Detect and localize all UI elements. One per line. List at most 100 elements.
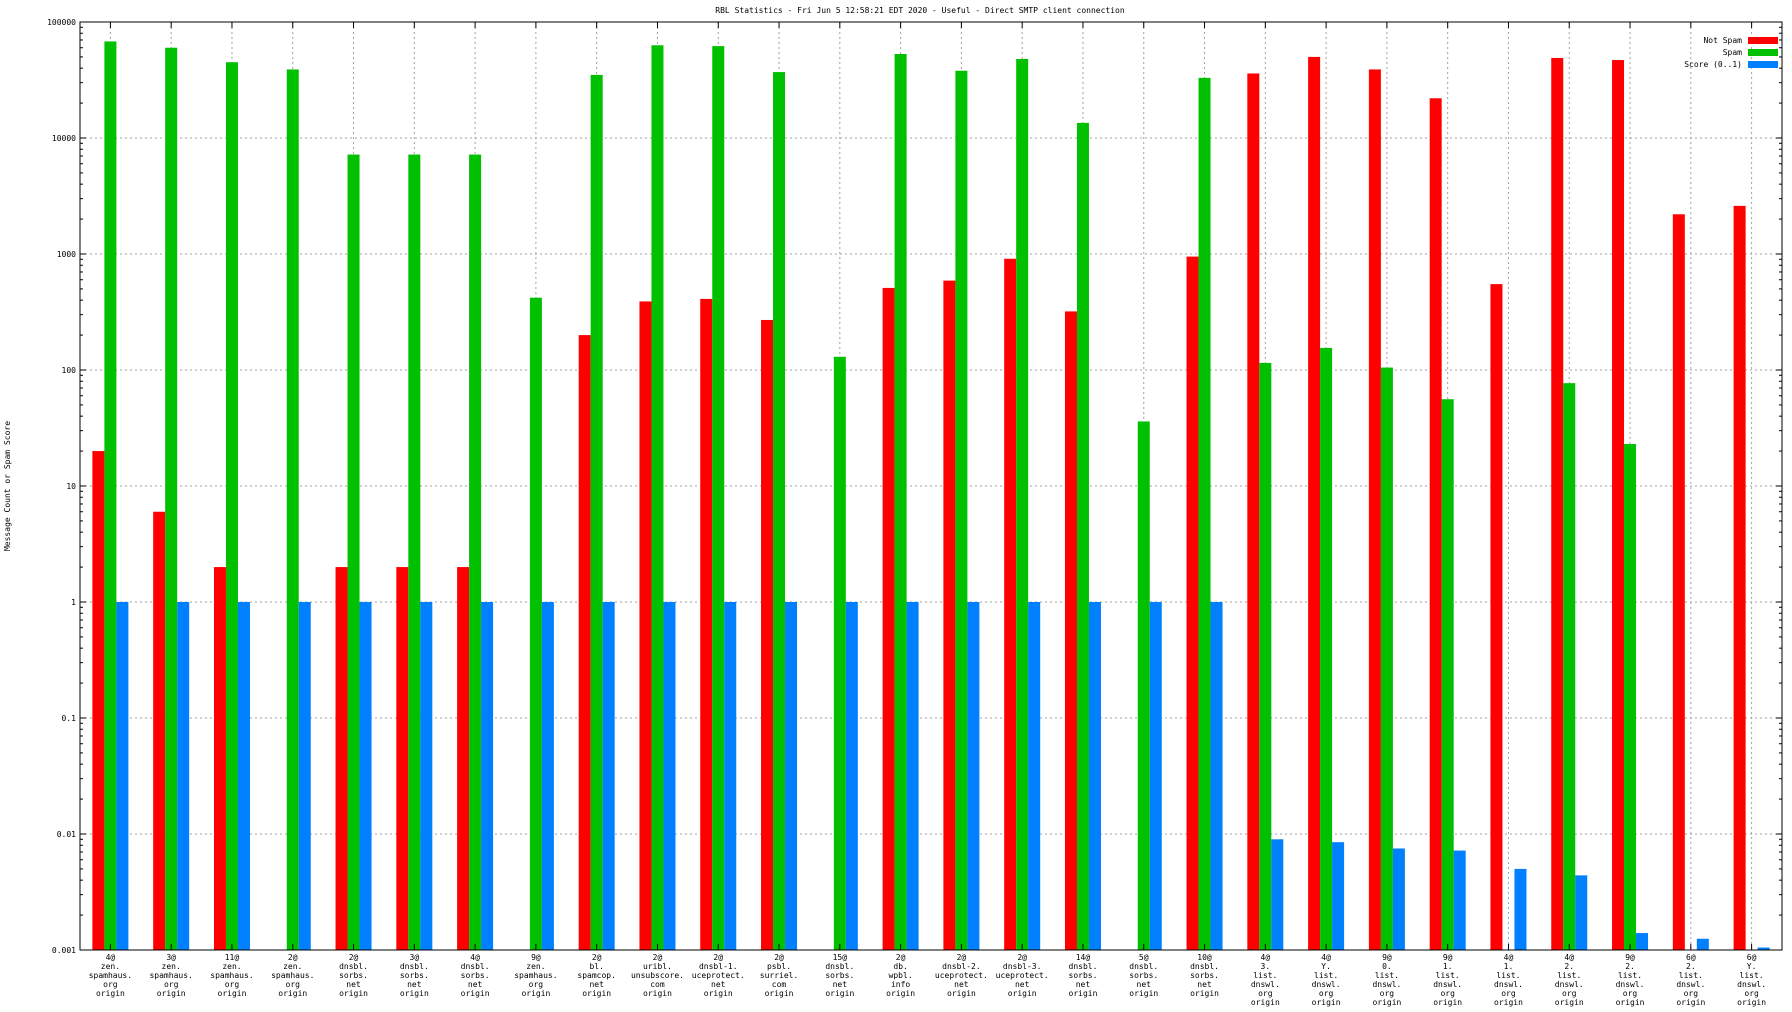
x-tick-label-line: origin — [400, 989, 429, 998]
legend-swatch — [1748, 49, 1778, 56]
x-tick-label-line: origin — [1251, 998, 1280, 1007]
x-tick-label-line: db. — [893, 962, 907, 971]
x-tick-label-line: sorbs. — [400, 971, 429, 980]
x-tick-label-line: origin — [765, 989, 794, 998]
x-tick-label-line: psbl. — [767, 962, 791, 971]
bar — [845, 602, 858, 950]
bar — [1672, 214, 1685, 950]
bar — [153, 511, 166, 950]
x-tick-label-line: dnsbl-2. — [942, 962, 981, 971]
y-tick-label: 1000 — [57, 250, 76, 259]
legend-label: Score (0..1) — [1684, 60, 1742, 69]
y-tick-labels: 0.001 0.01 0.1 1 10 100 1000 10000 100000 — [47, 18, 76, 955]
bar — [882, 287, 895, 950]
y-axis-label: Message Count or Spam Score — [3, 421, 12, 551]
bar — [1733, 205, 1746, 950]
x-tick-label-line: 6@ — [1686, 953, 1696, 962]
bar — [1088, 602, 1101, 950]
x-tick-label-line: org — [529, 980, 544, 989]
bar — [347, 154, 360, 950]
y-tick-label: 0.01 — [57, 830, 76, 839]
x-tick-label-line: list. — [1253, 971, 1277, 980]
y-tick-label: 1 — [71, 598, 76, 607]
x-tick-label-line: net — [954, 980, 969, 989]
x-tick-label-line: 4@ — [1321, 953, 1331, 962]
x-tick-label-line: sorbs. — [1069, 971, 1098, 980]
x-tick-label-line: net — [346, 980, 361, 989]
x-tick-label-line: 4@ — [1261, 953, 1271, 962]
x-tick-label-line: 4@ — [1504, 953, 1514, 962]
x-tick-label-line: origin — [704, 989, 733, 998]
x-tick-label-line: net — [1137, 980, 1152, 989]
x-tick-label-line: dnsbl-3. — [1003, 962, 1042, 971]
x-tick-label-line: origin — [582, 989, 611, 998]
x-tick-label-line: net — [468, 980, 483, 989]
x-tick-label-line: 2@ — [349, 953, 359, 962]
x-tick-label-line: 0. — [1382, 962, 1392, 971]
x-tick-label-line: 2@ — [592, 953, 602, 962]
x-tick-label-line: 14@ — [1076, 953, 1091, 962]
x-tick-label-line: origin — [947, 989, 976, 998]
bar — [761, 319, 774, 950]
x-tick-label-line: uceprotect. — [996, 971, 1049, 980]
bar — [1028, 602, 1041, 950]
x-tick-label-line: origin — [1555, 998, 1584, 1007]
bar — [92, 451, 105, 950]
x-tick-label-line: 5@ — [1139, 953, 1149, 962]
x-tick-label-line: dnswl. — [1555, 980, 1584, 989]
bar — [1441, 399, 1454, 950]
x-tick-label-line: surriel. — [760, 971, 799, 980]
x-tick-label-line: sorbs. — [825, 971, 854, 980]
bar — [785, 602, 798, 950]
bar — [773, 72, 786, 950]
x-tick-label-line: 2. — [1564, 962, 1574, 971]
x-tick-label-line: origin — [1008, 989, 1037, 998]
x-tick-label-line: origin — [1129, 989, 1158, 998]
x-tick-label-line: org — [164, 980, 179, 989]
x-tick-label-line: 2@ — [653, 953, 663, 962]
x-tick-label-line: org — [1744, 989, 1759, 998]
x-tick-label-line: org — [286, 980, 301, 989]
bar — [541, 602, 554, 950]
bar — [1016, 58, 1029, 951]
bar — [1696, 938, 1709, 950]
x-tick-label-line: 1. — [1443, 962, 1453, 971]
x-tick-label-line: net — [589, 980, 604, 989]
x-tick-label-line: list. — [1436, 971, 1460, 980]
x-tick-label-line: sorbs. — [339, 971, 368, 980]
x-tick-label-line: dnsbl. — [339, 962, 368, 971]
bar — [1186, 256, 1199, 950]
bar — [1259, 362, 1272, 950]
chart-title: RBL Statistics - Fri Jun 5 12:58:21 EDT … — [715, 6, 1125, 15]
x-tick-label-line: sorbs. — [1129, 971, 1158, 980]
x-tick-label: 4@ 2. list. dnswl. org origin — [1555, 953, 1584, 1007]
bar — [724, 602, 737, 950]
x-tick-label: 4@ 3. list. dnswl. org origin — [1251, 953, 1280, 1007]
x-tick-label-line: origin — [825, 989, 854, 998]
x-tick-label-line: 2@ — [774, 953, 784, 962]
x-tick-label-line: zen. — [526, 962, 545, 971]
bar — [1624, 444, 1637, 950]
axis-ticks — [80, 21, 1782, 951]
bar — [1368, 69, 1381, 950]
x-tick-label-line: net — [407, 980, 422, 989]
x-tick-label: 4@ zen. spamhaus. org origin — [89, 953, 132, 998]
x-tick-label-line: dnswl. — [1676, 980, 1705, 989]
bar — [420, 602, 433, 950]
bar — [1612, 60, 1625, 951]
x-tick-label-line: origin — [278, 989, 307, 998]
bar — [298, 602, 311, 950]
bar — [1575, 875, 1588, 950]
bar — [1076, 122, 1089, 950]
bar — [529, 297, 542, 950]
x-tick-label-line: 2@ — [957, 953, 967, 962]
y-tick-label: 0.001 — [52, 946, 76, 955]
x-tick-label: 10@ dnsbl. sorbs. net origin — [1190, 953, 1219, 998]
bar — [700, 298, 713, 950]
legend-label: Spam — [1723, 48, 1742, 57]
x-tick-label-line: origin — [157, 989, 186, 998]
x-tick-label-line: origin — [218, 989, 247, 998]
x-tick-label-line: 11@ — [225, 953, 240, 962]
x-tick-label-line: 2@ — [288, 953, 298, 962]
